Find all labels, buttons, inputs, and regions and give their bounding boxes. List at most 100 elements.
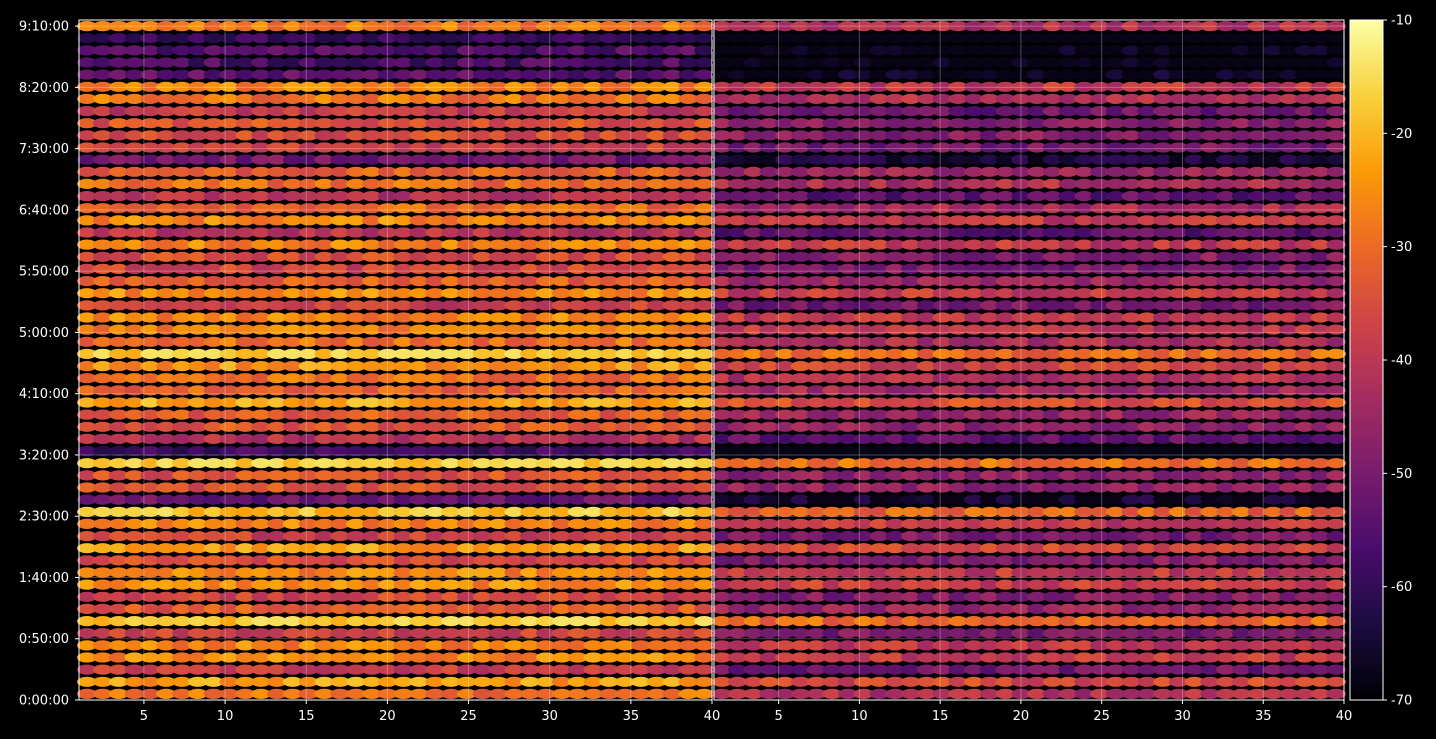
heatmap-cell xyxy=(456,191,477,202)
heatmap-cell xyxy=(631,421,651,432)
heatmap-cell xyxy=(187,458,208,469)
heatmap-cell xyxy=(393,324,414,335)
heatmap-cell xyxy=(599,506,619,517)
heatmap-cell xyxy=(441,191,461,202)
heatmap-cell xyxy=(583,142,604,153)
heatmap-cell xyxy=(678,142,699,153)
heatmap-cell xyxy=(520,288,540,299)
heatmap-cell xyxy=(599,300,619,311)
heatmap-cell xyxy=(187,81,208,92)
heatmap-cell xyxy=(425,118,445,129)
heatmap-cell xyxy=(472,215,493,226)
heatmap-cell xyxy=(108,628,129,639)
heatmap-cell xyxy=(631,397,651,408)
heatmap-cell xyxy=(409,458,430,469)
heatmap-cell xyxy=(678,191,699,202)
heatmap-cell xyxy=(646,664,667,675)
heatmap-cell xyxy=(140,191,160,202)
heatmap-cell xyxy=(140,446,160,457)
heatmap-cell xyxy=(678,676,699,687)
heatmap-cell xyxy=(346,203,366,214)
heatmap-cell xyxy=(108,433,129,444)
heatmap-cell xyxy=(583,33,604,44)
heatmap-cell xyxy=(362,652,382,663)
heatmap-cell xyxy=(124,518,145,530)
heatmap-cell xyxy=(298,227,319,238)
heatmap-cell xyxy=(631,215,651,226)
heatmap-cell xyxy=(77,142,97,153)
heatmap-cell xyxy=(267,276,287,287)
heatmap-cell xyxy=(456,263,477,274)
heatmap-cell xyxy=(377,361,398,372)
heatmap-cell xyxy=(251,373,271,384)
heatmap-cell xyxy=(869,688,890,700)
heatmap-cell xyxy=(567,531,588,542)
heatmap-cell xyxy=(282,203,303,214)
heatmap-cell xyxy=(678,421,699,432)
heatmap-cell xyxy=(456,81,477,92)
heatmap-cell xyxy=(551,446,572,457)
heatmap-cell xyxy=(377,555,398,566)
heatmap-cell xyxy=(646,215,667,226)
heatmap-cell xyxy=(124,191,145,202)
heatmap-cell xyxy=(172,130,192,141)
heatmap-cell xyxy=(235,106,255,117)
heatmap-cell xyxy=(551,518,572,530)
heatmap-cell xyxy=(1326,640,1346,651)
heatmap-cell xyxy=(140,166,160,177)
heatmap-cell xyxy=(124,57,145,68)
heatmap-cell xyxy=(187,178,208,189)
heatmap-cell xyxy=(631,446,651,457)
heatmap-cell xyxy=(346,591,366,602)
heatmap-cell xyxy=(551,191,572,202)
heatmap-cell xyxy=(124,506,145,517)
heatmap-cell xyxy=(124,215,145,226)
heatmap-cell xyxy=(124,69,145,80)
heatmap-cell xyxy=(536,579,556,590)
heatmap-cell xyxy=(599,106,619,117)
heatmap-cell xyxy=(409,239,430,250)
heatmap-cell xyxy=(631,433,651,444)
heatmap-cell xyxy=(456,69,477,80)
heatmap-cell xyxy=(504,409,524,420)
heatmap-cell xyxy=(203,33,224,44)
heatmap-cell xyxy=(599,531,619,542)
heatmap-cell xyxy=(298,69,319,80)
heatmap-cell xyxy=(203,579,224,590)
heatmap-cell xyxy=(646,482,667,493)
x-tick-label: 5 xyxy=(774,709,782,724)
heatmap-cell xyxy=(678,361,699,372)
heatmap-cell xyxy=(567,81,588,92)
heatmap-cell xyxy=(298,300,319,311)
heatmap-cell xyxy=(124,300,145,311)
heatmap-cell xyxy=(346,215,366,226)
heatmap-cell xyxy=(92,93,113,104)
heatmap-cell xyxy=(172,203,192,214)
heatmap-cell xyxy=(646,33,667,44)
heatmap-cell xyxy=(330,118,350,129)
heatmap-cell xyxy=(267,142,287,153)
heatmap-cell xyxy=(187,300,208,311)
heatmap-cell xyxy=(362,21,382,32)
heatmap-cell xyxy=(235,676,255,687)
heatmap-cell xyxy=(172,142,192,153)
heatmap-cell xyxy=(298,142,319,153)
heatmap-cell xyxy=(472,470,493,481)
heatmap-cell xyxy=(124,591,145,602)
heatmap-cell xyxy=(599,458,619,469)
heatmap-cell xyxy=(1326,227,1346,238)
heatmap-cell xyxy=(646,506,667,517)
heatmap-cell xyxy=(631,688,651,700)
heatmap-cell xyxy=(425,288,445,299)
heatmap-cell xyxy=(203,652,224,663)
heatmap-cell xyxy=(92,239,113,250)
heatmap-cell xyxy=(235,81,255,92)
heatmap-cell xyxy=(108,93,129,104)
heatmap-cell xyxy=(140,664,160,675)
heatmap-cell xyxy=(235,276,255,287)
heatmap-cell xyxy=(124,45,145,56)
heatmap-cell xyxy=(251,567,271,578)
heatmap-cell xyxy=(520,312,540,323)
heatmap-cell xyxy=(156,664,176,675)
heatmap-cell xyxy=(615,616,635,627)
